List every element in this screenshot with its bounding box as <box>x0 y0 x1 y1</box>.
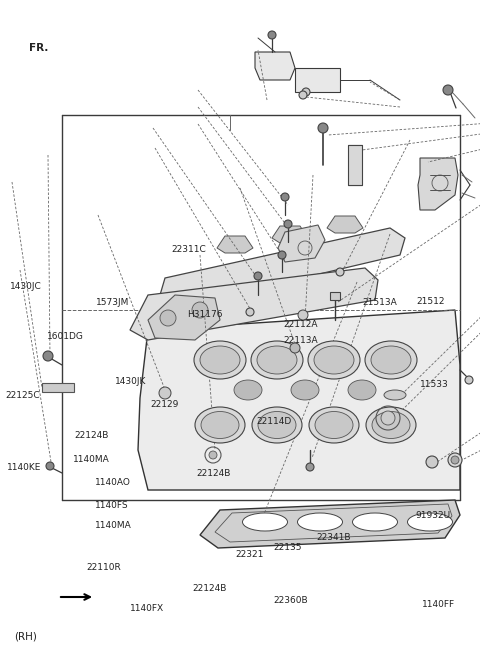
Text: (RH): (RH) <box>14 631 37 642</box>
Ellipse shape <box>365 341 417 379</box>
Text: 22114D: 22114D <box>257 416 292 426</box>
Circle shape <box>159 387 171 399</box>
Circle shape <box>426 456 438 468</box>
Ellipse shape <box>252 407 302 443</box>
Text: H31176: H31176 <box>187 310 223 319</box>
Ellipse shape <box>195 407 245 443</box>
Ellipse shape <box>251 341 303 379</box>
Polygon shape <box>327 216 363 233</box>
Ellipse shape <box>258 412 296 438</box>
Text: 11533: 11533 <box>420 380 449 389</box>
Ellipse shape <box>257 346 297 374</box>
Circle shape <box>306 463 314 471</box>
Ellipse shape <box>384 390 406 400</box>
Ellipse shape <box>366 407 416 443</box>
Circle shape <box>448 453 462 467</box>
Text: 22321: 22321 <box>235 550 264 560</box>
Text: 22113A: 22113A <box>283 335 318 345</box>
Circle shape <box>302 88 310 96</box>
Text: 91932U: 91932U <box>415 511 450 520</box>
Ellipse shape <box>242 513 288 531</box>
Polygon shape <box>278 225 325 262</box>
Circle shape <box>43 351 53 361</box>
Text: 22110R: 22110R <box>86 563 121 572</box>
Ellipse shape <box>298 513 343 531</box>
Ellipse shape <box>194 341 246 379</box>
Polygon shape <box>418 158 458 210</box>
Text: 22124B: 22124B <box>192 584 227 593</box>
Ellipse shape <box>352 513 397 531</box>
Text: 21512: 21512 <box>417 296 445 306</box>
Ellipse shape <box>314 346 354 374</box>
Polygon shape <box>160 228 405 308</box>
Circle shape <box>192 302 208 318</box>
Ellipse shape <box>348 380 376 400</box>
Ellipse shape <box>291 380 319 400</box>
Text: 1140FS: 1140FS <box>95 501 129 510</box>
Ellipse shape <box>315 412 353 438</box>
Polygon shape <box>148 295 220 340</box>
Text: 22311C: 22311C <box>171 245 206 254</box>
Circle shape <box>290 343 300 353</box>
Text: 1140MA: 1140MA <box>95 521 132 530</box>
Text: FR.: FR. <box>29 43 48 54</box>
Text: 1430JC: 1430JC <box>10 282 41 291</box>
Text: 22125C: 22125C <box>6 391 40 400</box>
Polygon shape <box>295 68 340 92</box>
Ellipse shape <box>309 407 359 443</box>
Circle shape <box>209 451 217 459</box>
Ellipse shape <box>201 412 239 438</box>
Text: 1140FX: 1140FX <box>130 604 164 613</box>
Circle shape <box>443 85 453 95</box>
Ellipse shape <box>234 380 262 400</box>
Circle shape <box>284 220 292 228</box>
Text: 22124B: 22124B <box>197 469 231 478</box>
Polygon shape <box>138 310 460 490</box>
Ellipse shape <box>372 412 410 438</box>
Circle shape <box>465 376 473 384</box>
Text: 1140AO: 1140AO <box>95 478 131 487</box>
Circle shape <box>268 31 276 39</box>
Ellipse shape <box>308 341 360 379</box>
Text: 22129: 22129 <box>150 400 179 409</box>
Circle shape <box>451 456 459 464</box>
Text: 1430JK: 1430JK <box>115 377 146 386</box>
Polygon shape <box>255 52 295 80</box>
Circle shape <box>381 411 395 425</box>
Text: 1140MA: 1140MA <box>73 455 110 464</box>
Bar <box>330 292 340 300</box>
Ellipse shape <box>371 346 411 374</box>
Text: 21513A: 21513A <box>362 298 396 307</box>
Polygon shape <box>272 226 308 243</box>
Circle shape <box>336 268 344 276</box>
Circle shape <box>299 91 307 99</box>
Text: 22360B: 22360B <box>274 595 308 605</box>
Text: 22124B: 22124B <box>74 431 109 440</box>
Circle shape <box>298 310 308 320</box>
Bar <box>42 383 74 392</box>
Text: 1140KE: 1140KE <box>7 463 42 472</box>
Circle shape <box>254 272 262 280</box>
Ellipse shape <box>200 346 240 374</box>
Circle shape <box>246 308 254 316</box>
Circle shape <box>281 193 289 201</box>
Circle shape <box>318 123 328 133</box>
Text: 22112A: 22112A <box>283 320 318 330</box>
Polygon shape <box>217 236 253 253</box>
Text: 1140FF: 1140FF <box>422 600 456 609</box>
Text: 22135: 22135 <box>274 543 302 552</box>
Text: 22341B: 22341B <box>317 532 351 542</box>
Text: 1573JM: 1573JM <box>96 298 130 307</box>
Circle shape <box>46 462 54 470</box>
Circle shape <box>160 310 176 326</box>
Circle shape <box>278 251 286 259</box>
Bar <box>348 145 362 185</box>
Polygon shape <box>130 268 378 340</box>
Ellipse shape <box>408 513 453 531</box>
Text: 1601DG: 1601DG <box>47 332 84 341</box>
Polygon shape <box>200 500 460 548</box>
